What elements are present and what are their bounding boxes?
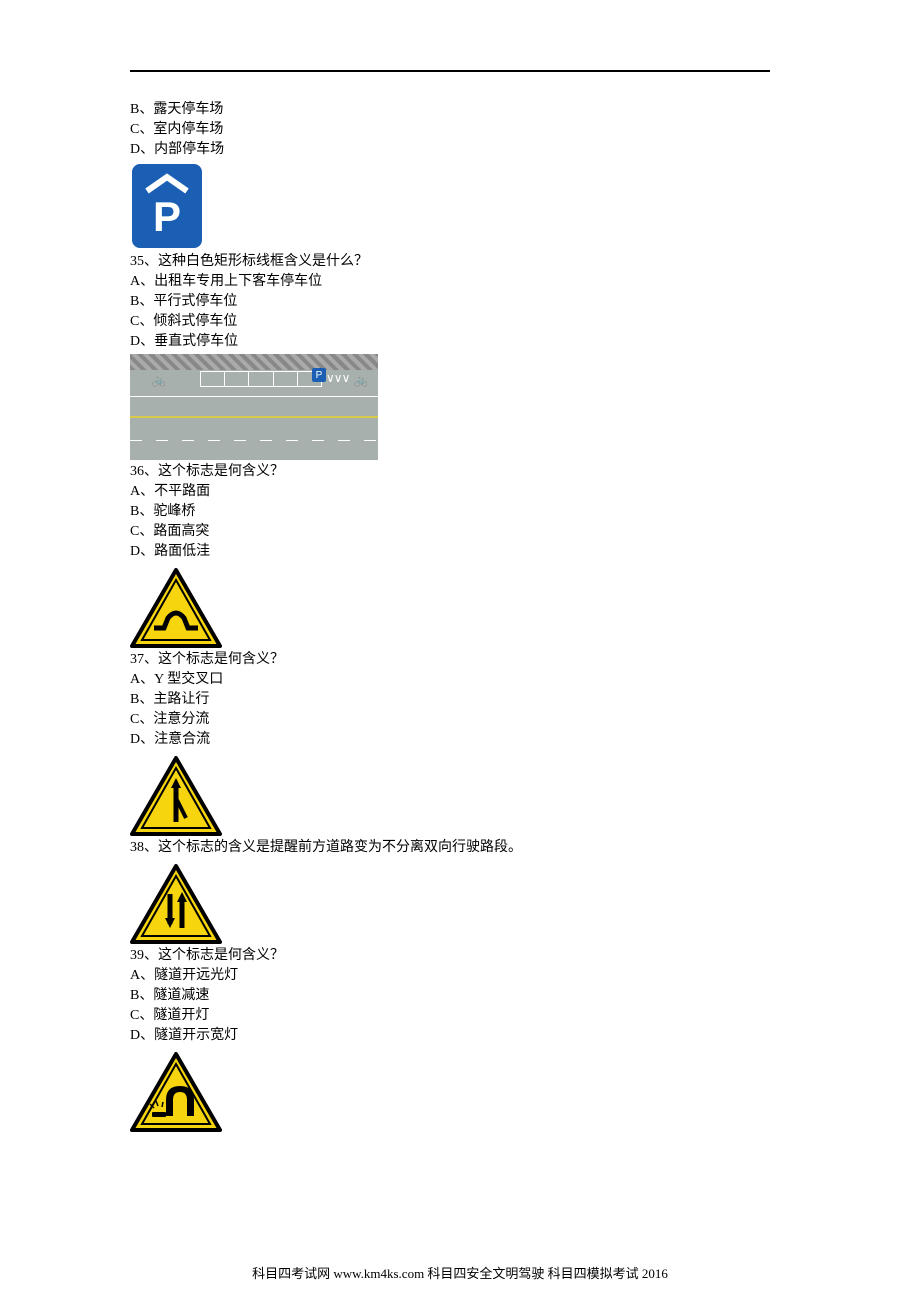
q39-option-b: B、隧道减速: [130, 986, 790, 1006]
q36-option-c: C、路面高突: [130, 522, 790, 542]
q35-option-a: A、出租车专用上下客车停车位: [130, 272, 790, 292]
q35-stem: 35、这种白色矩形标线框含义是什么？: [130, 252, 790, 272]
q39-option-c: C、隧道开灯: [130, 1006, 790, 1026]
footer-text: 科目四考试网 www.km4ks.com 科目四安全文明驾驶 科目四模拟考试 2…: [0, 1263, 920, 1282]
q37-option-b: B、主路让行: [130, 690, 790, 710]
q35-option-d: D、垂直式停车位: [130, 332, 790, 352]
q39-option-d: D、隧道开示宽灯: [130, 1026, 790, 1046]
q37-stem: 37、这个标志是何含义？: [130, 650, 790, 670]
road-marking-image: P ∨∨∨ 🚲 🚲: [130, 354, 378, 460]
q38-stem: 38、这个标志的含义是提醒前方道路变为不分离双向行驶路段。: [130, 838, 790, 858]
parking-letter: P: [153, 193, 181, 240]
q34-option-b: B、露天停车场: [130, 100, 790, 120]
q39-option-a: A、隧道开远光灯: [130, 966, 790, 986]
q35-option-b: B、平行式停车位: [130, 292, 790, 312]
q36-option-a: A、不平路面: [130, 482, 790, 502]
q34-option-c: C、室内停车场: [130, 120, 790, 140]
q37-option-c: C、注意分流: [130, 710, 790, 730]
parking-sign-svg: P: [137, 169, 197, 243]
q35-option-c: C、倾斜式停车位: [130, 312, 790, 332]
top-rule: [130, 70, 770, 72]
merge-sign-image: [130, 756, 222, 836]
page: B、露天停车场 C、室内停车场 D、内部停车场 P 35、这种白色矩形标线框含义…: [0, 0, 920, 1310]
parking-sign-image: P: [130, 162, 204, 250]
q37-option-d: D、注意合流: [130, 730, 790, 750]
q36-stem: 36、这个标志是何含义？: [130, 462, 790, 482]
twoway-sign-image: [130, 864, 222, 944]
bump-sign-image: [130, 568, 222, 648]
q39-stem: 39、这个标志是何含义？: [130, 946, 790, 966]
q36-option-d: D、路面低洼: [130, 542, 790, 562]
tunnel-sign-image: [130, 1052, 222, 1132]
q34-option-d: D、内部停车场: [130, 140, 790, 160]
q37-option-a: A、Y 型交叉口: [130, 670, 790, 690]
q36-option-b: B、驼峰桥: [130, 502, 790, 522]
